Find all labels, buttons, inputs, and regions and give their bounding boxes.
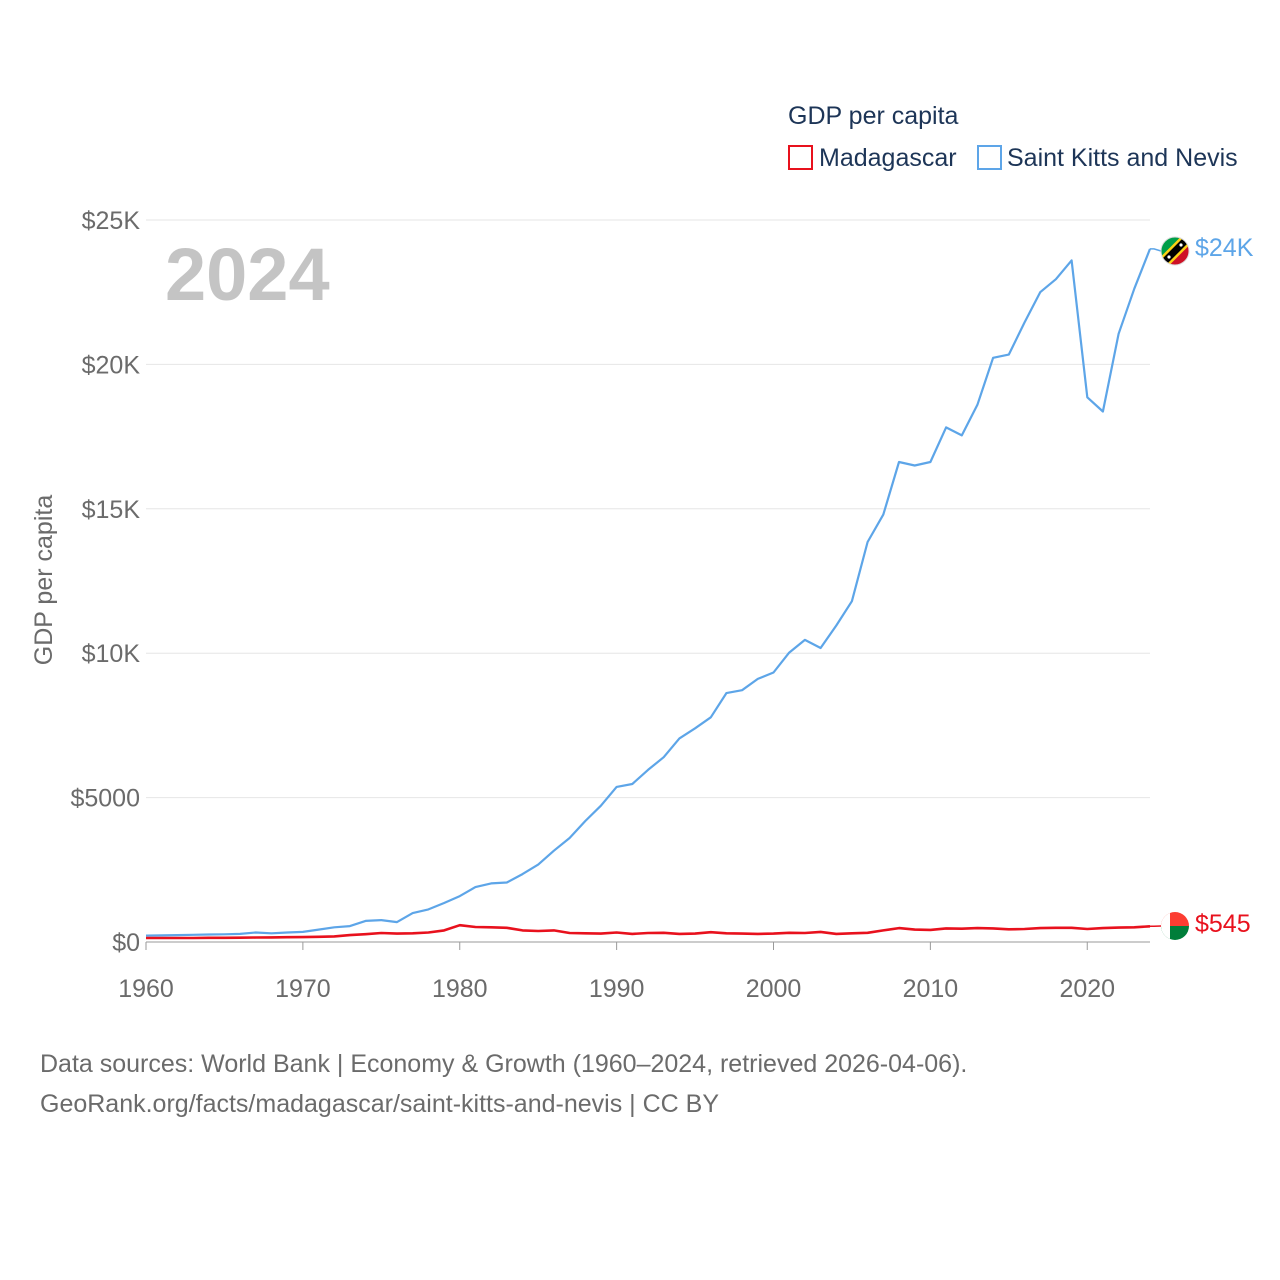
legend-item-madagascar[interactable]: Madagascar [788, 144, 957, 172]
x-axis-ticks: 1960 1970 1980 1990 2000 2010 2020 [118, 942, 1115, 1003]
source-url-text: GeoRank.org/facts/madagascar/saint-kitts… [40, 1090, 719, 1118]
x-tick-label: 1990 [589, 975, 645, 1003]
x-tick-label: 2000 [746, 975, 802, 1003]
y-axis-label: GDP per capita [30, 495, 58, 666]
x-tick-label: 1960 [118, 975, 174, 1003]
year-label: 2024 [165, 233, 330, 316]
y-axis-ticks: $0 $5000 $10K $15K $20K $25K [70, 207, 140, 957]
end-label-saint-kitts-and-nevis: $24K [1195, 234, 1254, 262]
chart: $0 $5000 $10K $15K $20K $25K 1960 1970 1980 1990… [30, 102, 1254, 1003]
x-tick-label: 2020 [1059, 975, 1115, 1003]
y-tick-label: $25K [82, 207, 141, 235]
data-sources-text: Data sources: World Bank | Economy & Gro… [40, 1050, 968, 1078]
series-line-saint-kitts-and-nevis [145, 248, 1152, 937]
legend-swatch-saint-kitts-and-nevis [977, 145, 1002, 170]
series-line-madagascar [146, 923, 1151, 940]
legend-label-saint-kitts-and-nevis: Saint Kitts and Nevis [1007, 144, 1238, 172]
series-lines [145, 248, 1162, 940]
y-tick-label: $0 [112, 929, 140, 957]
legend-title: GDP per capita [788, 102, 959, 130]
end-label-madagascar: $545 [1195, 910, 1251, 938]
y-tick-label: $5000 [70, 785, 140, 813]
y-tick-label: $20K [82, 351, 141, 379]
legend-item-saint-kitts-and-nevis[interactable]: Saint Kitts and Nevis [977, 144, 1238, 172]
x-tick-label: 1980 [432, 975, 488, 1003]
gridlines [146, 219, 1150, 943]
x-tick-label: 1970 [275, 975, 331, 1003]
madagascar-flag-icon [1161, 912, 1189, 940]
y-tick-label: $15K [82, 496, 141, 524]
y-tick-label: $10K [82, 640, 141, 668]
legend-label-madagascar: Madagascar [819, 144, 957, 172]
legend-swatch-madagascar [788, 145, 813, 170]
end-connector-saint-kitts-and-nevis [1150, 248, 1162, 252]
footer: Data sources: World Bank | Economy & Gro… [40, 1044, 967, 1124]
saint-kitts-and-nevis-flag-icon [1160, 236, 1190, 266]
x-tick-label: 2010 [903, 975, 959, 1003]
